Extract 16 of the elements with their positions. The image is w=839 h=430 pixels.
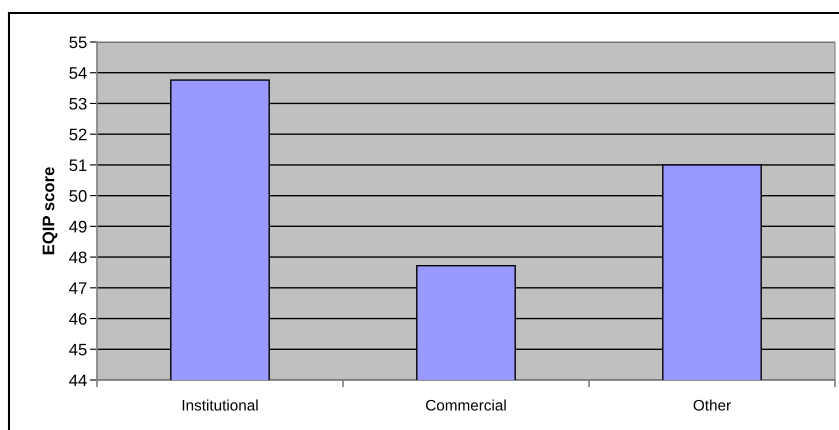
y-tick-label: 45 <box>69 344 87 356</box>
y-tick-label: 54 <box>69 67 87 79</box>
y-tick-label: 53 <box>69 98 87 110</box>
y-tick-label: 47 <box>69 282 86 294</box>
x-tick-label: Other <box>694 399 731 411</box>
y-tick-label: 55 <box>69 36 87 48</box>
y-tick-label: 49 <box>69 220 86 233</box>
y-axis-title: EQIP score <box>42 167 58 254</box>
y-tick-label: 46 <box>69 312 87 325</box>
y-tick-label: 51 <box>69 159 86 172</box>
x-tick-label: Institutional <box>182 399 258 411</box>
y-tick-label: 50 <box>69 190 87 202</box>
y-tick-label: 48 <box>69 251 87 264</box>
x-tick-label: Commercial <box>426 399 506 411</box>
y-tick-label: 44 <box>69 374 87 386</box>
y-tick-label: 52 <box>69 128 86 140</box>
